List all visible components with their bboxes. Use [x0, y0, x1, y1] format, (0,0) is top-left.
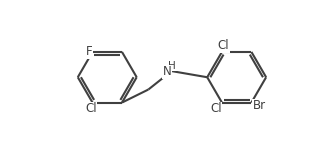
Text: H: H	[168, 61, 176, 71]
Text: Cl: Cl	[210, 102, 221, 115]
Text: Cl: Cl	[85, 102, 97, 115]
Text: Br: Br	[253, 99, 266, 112]
Text: Cl: Cl	[218, 39, 229, 52]
Text: N: N	[163, 65, 171, 78]
Text: F: F	[86, 45, 93, 58]
